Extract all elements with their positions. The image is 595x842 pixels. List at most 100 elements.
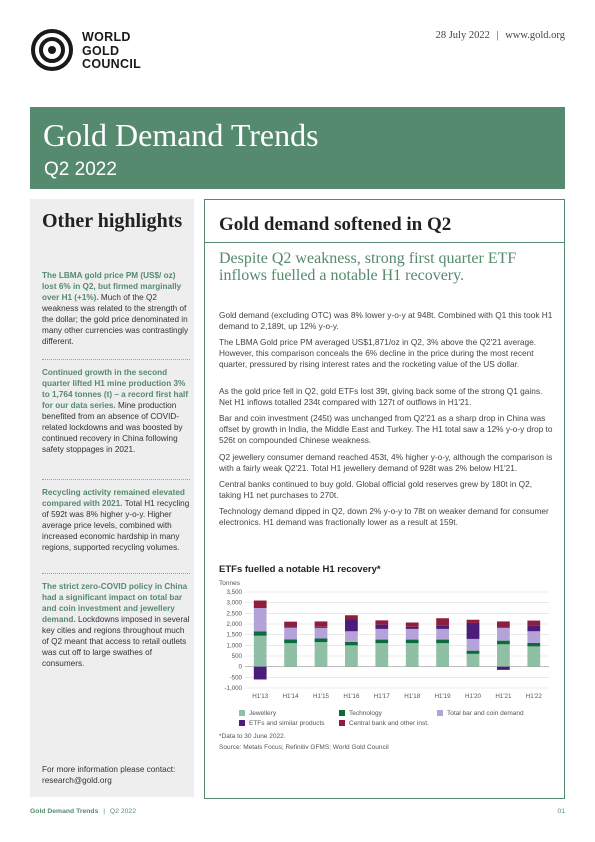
highlight-item: The strict zero-COVID policy in China ha…	[42, 581, 192, 669]
legend-item: Total bar and coin demand	[437, 710, 524, 717]
highlight-text: Mine production benefited from an absenc…	[42, 401, 183, 454]
contact-label: For more information please contact:	[42, 765, 176, 774]
page-number: 01	[557, 808, 565, 815]
bar-segment	[375, 628, 389, 640]
bar-segment	[436, 639, 449, 644]
y-tick-label: 3,000	[227, 600, 243, 607]
report-period: Q2 2022	[44, 159, 117, 180]
bar-segment	[284, 621, 297, 627]
logo-line: COUNCIL	[82, 57, 142, 71]
bar-segment	[466, 650, 480, 654]
bar-segment	[314, 638, 328, 643]
footer-separator: |	[103, 808, 106, 815]
bar-segment	[436, 628, 449, 640]
stacked-bar-chart: Tonnes -1,000 -500 0 500 1,000 1,500 2,000 2,500…	[219, 580, 549, 700]
highlight-lead: Recycling activity remained elevated com…	[42, 488, 185, 508]
x-tick-label: H1'14	[283, 693, 300, 700]
y-tick-label: 2,500	[227, 610, 243, 617]
divider	[42, 573, 190, 574]
bar-segment	[314, 642, 328, 667]
body-paragraph: Bar and coin investment (245t) was uncha…	[219, 413, 553, 445]
bar-segment	[527, 631, 541, 643]
legend-item: Jewellery	[239, 710, 276, 717]
highlight-item: Recycling activity remained elevated com…	[42, 487, 192, 553]
bar-segment	[405, 626, 419, 629]
body-paragraph: As the gold price fell in Q2, gold ETFs …	[219, 386, 543, 407]
x-tick-label: H1'15	[313, 693, 330, 700]
sidebar-title: Other highlights	[42, 210, 183, 232]
chart-source: Source: Metals Focus; Refinitiv GFMS; Wo…	[219, 744, 389, 751]
footer-edition: Q2 2022	[109, 808, 136, 815]
highlight-lead: The strict zero-COVID policy in China ha…	[42, 582, 188, 624]
bar-segment	[253, 631, 267, 636]
bar-segment	[466, 619, 480, 623]
legend-swatch	[239, 720, 245, 726]
legend-item: Technology	[339, 710, 382, 717]
bar-segment	[527, 620, 541, 626]
logo-line: GOLD	[82, 43, 120, 58]
bar-segment	[253, 666, 267, 680]
bar-segment	[284, 627, 297, 640]
world-gold-council-logo: WORLD GOLD COUNCIL	[30, 28, 160, 78]
body-paragraph: Gold demand (excluding OTC) was 8% lower…	[219, 310, 553, 331]
highlight-text: Total H1 recycling of 592t was 8% higher…	[42, 499, 190, 552]
y-tick-label: 3,500	[227, 589, 243, 596]
website-link[interactable]: www.gold.org	[505, 30, 565, 41]
bar-segment	[405, 628, 419, 640]
x-tick-label: H1'13	[252, 693, 269, 700]
x-tick-label: H1'20	[465, 693, 482, 700]
y-axis-label: Tonnes	[219, 580, 241, 587]
y-tick-label: 0	[239, 664, 243, 671]
x-tick-label: H1'18	[404, 693, 421, 700]
highlight-lead: Continued growth in the second quarter l…	[42, 368, 189, 410]
legend-label: Jewellery	[249, 710, 277, 717]
y-tick-label: -1,000	[224, 685, 242, 692]
dateline-separator: |	[496, 30, 499, 41]
chart-title: ETFs fuelled a notable H1 recovery*	[219, 564, 381, 575]
bar-segment	[345, 641, 358, 646]
divider	[42, 359, 190, 360]
legend-label: ETFs and similar products	[249, 720, 325, 727]
highlight-text: Much of the Q2 weakness was related to t…	[42, 293, 189, 346]
x-tick-label: H1'17	[374, 693, 391, 700]
bar-segment	[527, 625, 541, 632]
legend-label: Central bank and other inst.	[349, 720, 429, 727]
body-paragraph: The LBMA Gold price PM averaged US$1,871…	[219, 337, 537, 369]
body-paragraph: Central banks continued to buy gold. Glo…	[219, 479, 533, 500]
bar-segment	[375, 643, 389, 667]
bar-segment	[527, 646, 541, 667]
bar-segment	[466, 653, 480, 667]
footer-publication: Gold Demand Trends | Q2 2022	[30, 808, 136, 815]
bar-segment	[497, 644, 510, 667]
bar-segment	[436, 625, 449, 629]
highlight-lead: The LBMA gold price PM (US$/ oz) lost 6%…	[42, 271, 182, 302]
dateline: 28 July 2022 | www.gold.org	[436, 30, 565, 41]
publication-date: 28 July 2022	[435, 30, 490, 41]
bar-segment	[253, 635, 267, 667]
section-divider	[205, 242, 564, 243]
logo-wordmark: WORLD GOLD COUNCIL	[82, 30, 142, 72]
legend-swatch	[339, 720, 345, 726]
x-tick-label: H1'22	[526, 693, 543, 700]
bar-segment	[405, 622, 419, 627]
contact-email-link[interactable]: research@gold.org	[42, 776, 112, 785]
logo-line: WORLD	[82, 30, 131, 44]
bar-segment	[284, 639, 297, 644]
highlight-item: Continued growth in the second quarter l…	[42, 367, 192, 455]
bar-segment	[405, 643, 419, 667]
body-paragraph: Technology demand dipped in Q2, down 2% …	[219, 506, 549, 527]
footer-title: Gold Demand Trends	[30, 808, 99, 815]
contact-info: For more information please contact: res…	[42, 764, 192, 786]
legend-item: Central bank and other inst.	[339, 720, 429, 727]
bar-segment	[375, 624, 389, 629]
bar-segment	[253, 608, 267, 632]
x-tick-label: H1'16	[343, 693, 360, 700]
divider	[42, 479, 190, 480]
section-title: Gold demand softened in Q2	[219, 214, 452, 235]
bar-segment	[497, 621, 510, 628]
bar-segment	[436, 618, 449, 626]
bar-segment	[314, 627, 328, 639]
y-tick-label: 500	[232, 653, 243, 660]
main-panel: Gold demand softened in Q2 Despite Q2 we…	[204, 199, 565, 799]
bar-segment	[405, 639, 419, 644]
